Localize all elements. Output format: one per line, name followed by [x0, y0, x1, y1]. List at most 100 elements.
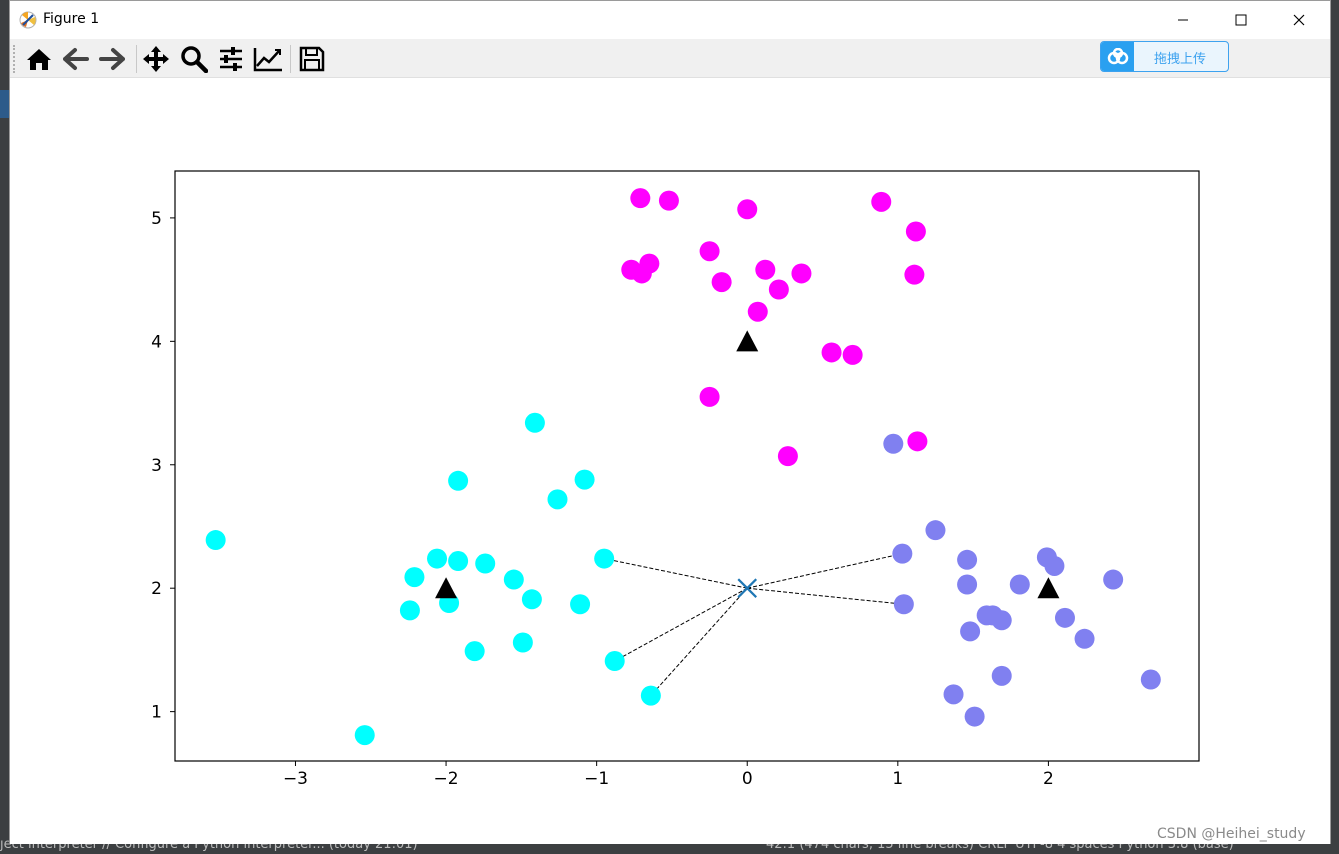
save-button[interactable]	[297, 44, 327, 74]
data-point	[639, 253, 660, 274]
configure-subplots-icon	[220, 47, 242, 71]
scatter-plot[interactable]: −3 −2 −1 0 1 2 1 2 3 4 5	[10, 78, 1330, 844]
data-point	[524, 412, 545, 433]
data-point	[399, 600, 420, 621]
figure-window: Figure 1	[9, 0, 1331, 844]
zoom-icon	[181, 46, 208, 73]
data-point	[755, 259, 776, 280]
x-tick-label: 2	[1043, 769, 1054, 789]
forward-icon	[99, 48, 125, 70]
data-point	[604, 651, 625, 672]
data-point	[883, 433, 904, 454]
data-point	[960, 621, 981, 642]
x-tick-label: −3	[283, 769, 308, 789]
data-point	[547, 489, 568, 510]
data-point	[574, 469, 595, 490]
data-point	[905, 221, 926, 242]
data-point	[205, 530, 226, 551]
data-point	[791, 263, 812, 284]
data-point	[630, 188, 651, 209]
home-button[interactable]	[24, 44, 54, 74]
configure-subplots-button[interactable]	[216, 44, 246, 74]
data-point	[892, 543, 913, 564]
cloud-upload-icon	[1101, 42, 1134, 71]
ide-status-right: 42:1 (474 chars, 15 line breaks) CRLF UT…	[766, 840, 1234, 852]
neighbor-link-line	[747, 553, 903, 589]
data-point	[871, 191, 892, 212]
data-point	[1074, 628, 1095, 649]
data-point	[991, 665, 1012, 686]
x-tick-label: 1	[892, 769, 903, 789]
data-point	[1044, 555, 1065, 576]
data-point	[747, 301, 768, 322]
data-point	[957, 574, 978, 595]
data-point	[448, 551, 469, 572]
ide-status-left: ject interpreter // Configure a Python i…	[0, 840, 418, 852]
data-point	[464, 641, 485, 662]
data-point	[1009, 574, 1030, 595]
back-icon	[63, 48, 89, 70]
data-point	[768, 279, 789, 300]
ide-left-panel	[0, 0, 9, 854]
x-tick-label: −2	[434, 769, 459, 789]
edit-axis-icon	[253, 48, 282, 72]
navigation-toolbar: 拖拽上传	[10, 39, 1330, 78]
data-point	[658, 190, 679, 211]
csdn-watermark: CSDN @Heihei_study	[1157, 826, 1306, 842]
data-point	[893, 594, 914, 615]
toolbar-grip	[13, 45, 17, 73]
toolbar-separator	[290, 45, 291, 73]
data-point	[594, 548, 615, 569]
cluster-center-marker	[736, 330, 759, 352]
forward-button[interactable]	[97, 44, 127, 74]
title-bar[interactable]: Figure 1	[10, 1, 1330, 39]
data-point	[512, 632, 533, 653]
neighbor-link-line	[747, 587, 904, 605]
data-point	[943, 684, 964, 705]
maximize-icon	[1235, 14, 1247, 26]
data-point	[907, 431, 928, 452]
minimize-button[interactable]	[1160, 1, 1206, 39]
minimize-icon	[1178, 19, 1188, 21]
x-tick-label: −1	[584, 769, 609, 789]
back-button[interactable]	[61, 44, 91, 74]
data-point	[777, 446, 798, 467]
y-tick-label: 1	[151, 703, 162, 723]
ide-right-panel	[1331, 0, 1339, 854]
data-point	[925, 520, 946, 541]
close-button[interactable]	[1276, 1, 1322, 39]
data-point	[711, 272, 732, 293]
edit-axis-button[interactable]	[253, 44, 283, 74]
data-point	[991, 610, 1012, 631]
data-point	[475, 553, 496, 574]
zoom-button[interactable]	[179, 44, 209, 74]
data-point	[699, 386, 720, 407]
toolbar-separator	[136, 45, 137, 73]
cluster-center-marker	[1037, 577, 1060, 599]
figure-canvas[interactable]: −3 −2 −1 0 1 2 1 2 3 4 5	[10, 78, 1330, 844]
data-point	[521, 589, 542, 610]
upload-drag-button[interactable]: 拖拽上传	[1100, 41, 1229, 72]
data-point	[404, 567, 425, 588]
window-title: Figure 1	[43, 11, 100, 27]
data-point	[904, 264, 925, 285]
data-point	[842, 344, 863, 365]
pan-button[interactable]	[141, 44, 171, 74]
data-point	[957, 549, 978, 570]
cluster-center-marker	[435, 577, 458, 599]
data-point	[640, 685, 661, 706]
neighbor-link-line	[604, 558, 748, 589]
data-point	[354, 725, 375, 746]
maximize-button[interactable]	[1218, 1, 1264, 39]
pan-icon	[143, 46, 169, 72]
data-point	[737, 199, 758, 220]
close-icon	[1293, 14, 1305, 26]
save-icon	[299, 46, 325, 72]
y-tick-label: 5	[151, 209, 162, 229]
y-tick-label: 3	[151, 456, 162, 476]
data-point	[1054, 607, 1075, 628]
neighbor-link-line	[650, 587, 748, 696]
query-point-marker	[737, 578, 758, 598]
axes-frame	[174, 170, 1200, 762]
data-point	[570, 594, 591, 615]
